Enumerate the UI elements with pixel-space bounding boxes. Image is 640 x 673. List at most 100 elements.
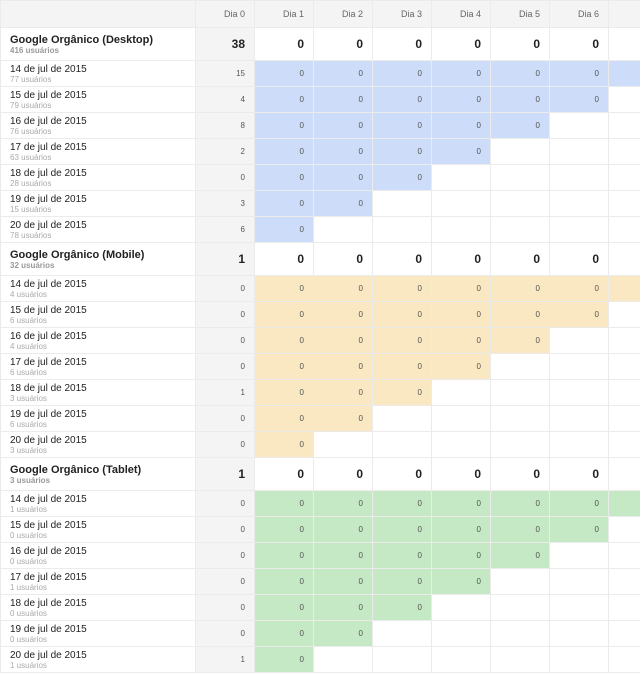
empty-cell [550, 595, 609, 621]
retention-cell: 0 [314, 595, 373, 621]
retention-cell: 0 [314, 191, 373, 217]
group-day-value: 0 [314, 458, 373, 491]
retention-cell: 0 [491, 276, 550, 302]
retention-cell: 0 [373, 276, 432, 302]
cohort-date: 18 de jul de 2015 [10, 598, 186, 609]
empty-cell [609, 517, 640, 543]
header-day[interactable]: Dia 1 [255, 1, 314, 28]
cohort-day0-value: 0 [196, 165, 255, 191]
empty-cell [609, 621, 640, 647]
cohort-date: 14 de jul de 2015 [10, 64, 186, 75]
cohort-day0-value: 0 [196, 569, 255, 595]
retention-cell: 0 [373, 543, 432, 569]
group-day-value: 0 [255, 243, 314, 276]
empty-cell [491, 139, 550, 165]
retention-cell: 0 [373, 491, 432, 517]
retention-cell: 0 [491, 517, 550, 543]
group-day-value: 0 [491, 243, 550, 276]
retention-cell: 0 [373, 87, 432, 113]
retention-cell: 0 [491, 328, 550, 354]
retention-cell: 0 [255, 491, 314, 517]
cohort-date: 17 de jul de 2015 [10, 572, 186, 583]
retention-cell: 0 [373, 302, 432, 328]
retention-cell: 0 [432, 113, 491, 139]
retention-cell: 0 [314, 302, 373, 328]
header-day[interactable]: Dia 6 [550, 1, 609, 28]
empty-cell [550, 621, 609, 647]
empty-cell [491, 354, 550, 380]
retention-cell: 0 [491, 491, 550, 517]
group-users: 3 usuários [10, 476, 186, 485]
group-day-value: 0 [314, 28, 373, 61]
header-day[interactable]: Dia 2 [314, 1, 373, 28]
group-title: Google Orgânico (Desktop) [10, 34, 186, 46]
cohort-date: 19 de jul de 2015 [10, 409, 186, 420]
empty-cell [491, 569, 550, 595]
retention-cell: 0 [314, 139, 373, 165]
retention-cell: 0 [314, 543, 373, 569]
cohort-date: 16 de jul de 2015 [10, 546, 186, 557]
header-day[interactable]: Dia 3 [373, 1, 432, 28]
cohort-day0-value: 0 [196, 354, 255, 380]
group-day-value: 0 [255, 458, 314, 491]
cohort-date: 18 de jul de 2015 [10, 383, 186, 394]
cohort-users: 28 usuários [10, 179, 186, 188]
header-day[interactable]: Dia 0 [196, 1, 255, 28]
group-label: Google Orgânico (Desktop)416 usuários [1, 28, 196, 61]
header-day[interactable]: Dia 4 [432, 1, 491, 28]
cohort-date: 15 de jul de 2015 [10, 305, 186, 316]
empty-cell [609, 569, 640, 595]
cohort-date: 20 de jul de 2015 [10, 435, 186, 446]
empty-cell [609, 543, 640, 569]
cohort-users: 6 usuários [10, 316, 186, 325]
retention-cell: 0 [432, 491, 491, 517]
retention-cell: 0 [550, 491, 609, 517]
cohort-day0-value: 0 [196, 328, 255, 354]
empty-cell [314, 432, 373, 458]
empty-cell [432, 621, 491, 647]
cohort-date: 16 de jul de 2015 [10, 116, 186, 127]
header-day[interactable]: Dia 5 [491, 1, 550, 28]
retention-cell: 0 [314, 491, 373, 517]
group-day-value: 0 [491, 28, 550, 61]
cohort-day0-value: 0 [196, 406, 255, 432]
empty-cell [373, 621, 432, 647]
retention-cell: 0 [432, 302, 491, 328]
retention-cell: 0 [255, 191, 314, 217]
retention-cell: 0 [432, 328, 491, 354]
cohort-users: 0 usuários [10, 531, 186, 540]
group-day-value: 0 [373, 28, 432, 61]
retention-cell: 0 [491, 543, 550, 569]
empty-cell [432, 191, 491, 217]
